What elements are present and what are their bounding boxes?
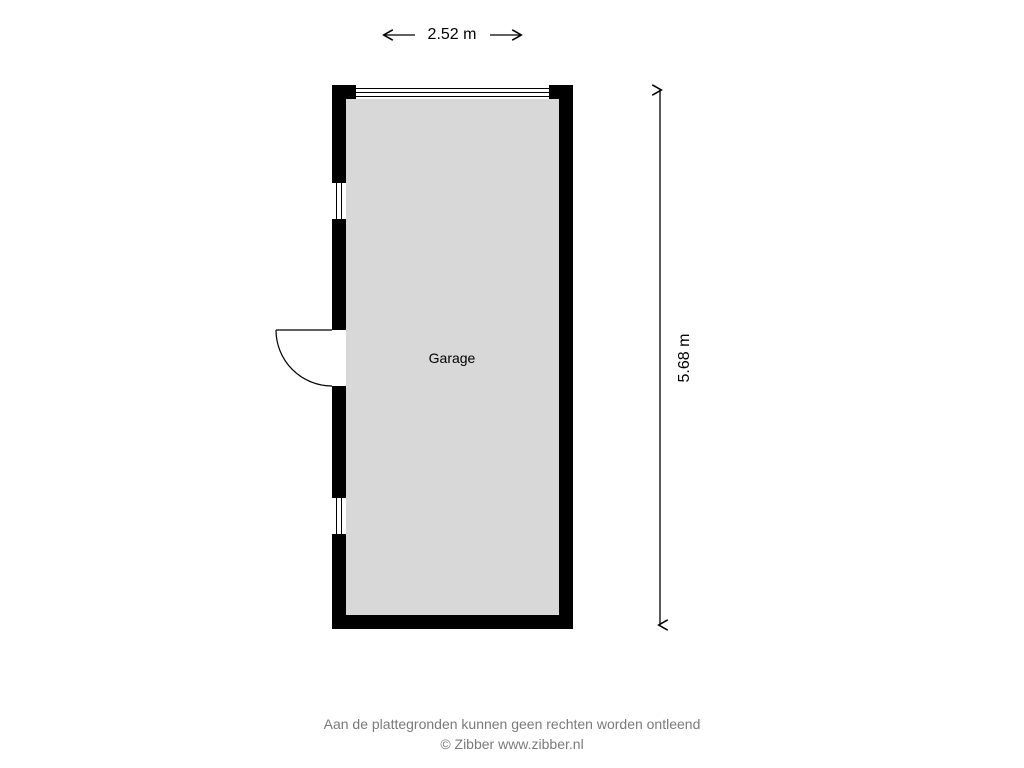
floorplan-canvas: 2.52 m 5.68 m Garage	[0, 0, 1024, 768]
door-arc	[0, 0, 1024, 768]
footer: Aan de plattegronden kunnen geen rechten…	[0, 715, 1024, 754]
footer-line2: © Zibber www.zibber.nl	[440, 736, 583, 752]
room-label: Garage	[429, 350, 476, 366]
footer-line1: Aan de plattegronden kunnen geen rechten…	[324, 716, 701, 732]
